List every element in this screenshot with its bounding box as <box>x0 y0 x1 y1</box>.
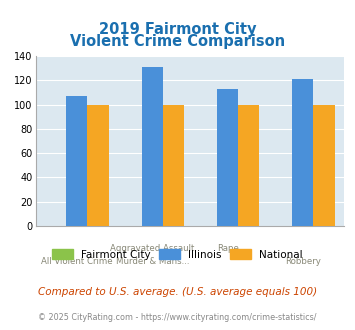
Legend: Fairmont City, Illinois, National: Fairmont City, Illinois, National <box>48 245 307 264</box>
Text: 2019 Fairmont City: 2019 Fairmont City <box>99 22 256 37</box>
Bar <box>142 67 163 226</box>
Bar <box>238 105 259 226</box>
Text: Rape: Rape <box>217 244 239 253</box>
Text: Compared to U.S. average. (U.S. average equals 100): Compared to U.S. average. (U.S. average … <box>38 287 317 297</box>
Text: Aggravated Assault: Aggravated Assault <box>110 244 195 253</box>
Bar <box>163 105 184 226</box>
Bar <box>66 96 87 226</box>
Bar <box>313 105 334 226</box>
Bar <box>293 79 313 226</box>
Text: Robbery: Robbery <box>285 257 321 266</box>
Text: All Violent Crime: All Violent Crime <box>41 257 113 266</box>
Text: © 2025 CityRating.com - https://www.cityrating.com/crime-statistics/: © 2025 CityRating.com - https://www.city… <box>38 313 317 322</box>
Bar <box>217 89 238 226</box>
Bar <box>87 105 109 226</box>
Text: Murder & Mans...: Murder & Mans... <box>115 257 189 266</box>
Text: Violent Crime Comparison: Violent Crime Comparison <box>70 34 285 49</box>
